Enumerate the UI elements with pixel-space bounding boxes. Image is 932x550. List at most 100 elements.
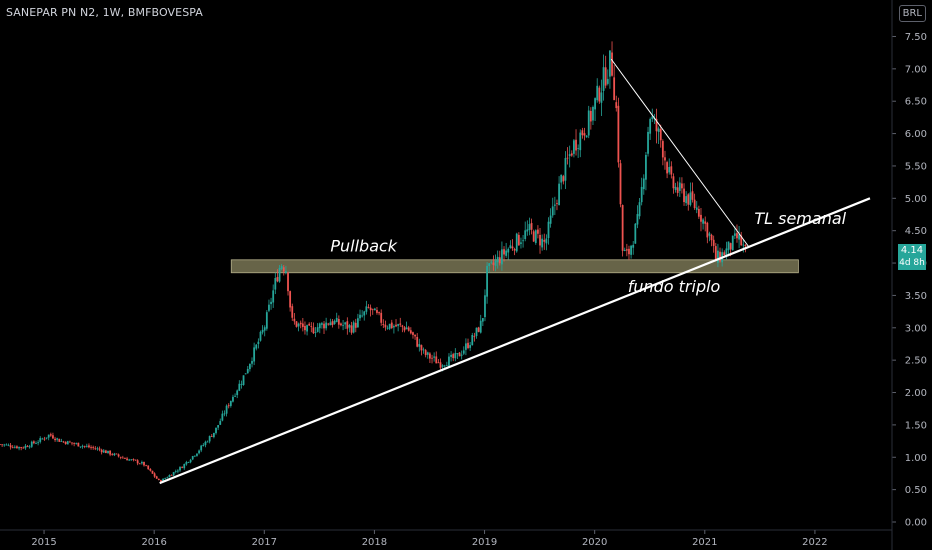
price-axis: 0.000.501.001.502.002.503.003.504.004.50… [891,0,927,550]
candle-body [157,478,160,481]
candle-body [365,306,368,312]
candle-body [100,449,103,453]
candle-body [634,223,637,244]
candle-body [647,131,649,154]
candle-body [420,345,423,351]
chart-title: SANEPAR PN N2, 1W, BMFBOVESPA [6,6,203,19]
candle-body [617,105,620,163]
candle-body [41,438,44,440]
candle-body [549,215,552,224]
candle-body [363,311,366,316]
candle-body [32,441,35,444]
candle-body [674,186,677,190]
candle-body [68,441,71,443]
candle-body [509,245,512,249]
candle-body [522,240,524,242]
candle-body [350,325,353,333]
candle-body [479,320,482,333]
candle-body [511,246,514,249]
candle-body [287,272,289,292]
candle-body [742,244,745,246]
candle-body [111,454,114,456]
candle-body [702,219,704,224]
candle-body [623,249,626,252]
candle-body [329,322,332,326]
candle-body [560,174,563,183]
candle-body [318,323,321,329]
candle-body [9,445,12,448]
candle-body [238,383,241,391]
candle-body [706,222,709,238]
candle-body [532,231,535,242]
candle-body [39,438,42,442]
candle-body [18,446,20,449]
candle-body [291,306,294,318]
candle-body [56,438,59,440]
candle-body [204,441,207,446]
candle-body [75,443,78,445]
candle-body [475,327,478,336]
candle-body [361,315,364,317]
candle-body [632,244,635,248]
candle-body [202,444,205,446]
currency-badge[interactable]: BRL [898,5,926,22]
candle-body [200,445,203,451]
candle-body [640,186,643,203]
candle-body [494,260,497,266]
candle-body [373,308,376,311]
candle-body [596,85,599,101]
candle-body [401,325,404,327]
pullback-zone [230,259,799,274]
time-axis: 2015 2016 2017 2018 2019 2020 2021 2022 [0,529,892,548]
candle-body [649,118,652,134]
candle-body [416,336,419,347]
x-tick-label: 2018 [362,537,387,548]
candle-body [119,456,122,458]
y-tick-label: 0.50 [905,485,927,496]
candle-body [719,251,721,262]
candle-body [104,450,107,454]
candle-body [259,331,262,341]
candle-body [573,140,575,154]
candle-body [710,234,713,241]
candle-body [248,363,251,370]
candle-body [265,312,268,329]
candle-body [645,154,647,180]
candle-body [670,166,673,175]
annotation-label: TL semanal [754,209,846,228]
candle-body [399,323,402,325]
candle-body [575,139,577,151]
candle-body [196,453,198,456]
candle-body [276,276,279,282]
candle-body [598,87,601,102]
candle-body [181,467,184,469]
candle-body [443,365,446,367]
candle-body [121,457,124,459]
candle-body [426,352,429,355]
candle-body [170,475,173,476]
candle-body [382,324,385,325]
candle-body [613,77,616,101]
y-tick-label: 6.00 [905,129,927,140]
candle-body [568,154,571,157]
candle-body [661,141,664,158]
candle-body [733,233,736,236]
candle-body [450,354,452,357]
candle-body [467,342,469,349]
candle-body [435,356,438,364]
candle-body [340,323,342,326]
candle-body [564,158,567,181]
candle-body [85,445,88,447]
candlestick-series [0,41,799,484]
candle-body [314,331,317,333]
candle-body [24,445,27,449]
candle-body [79,446,82,448]
candle-body [251,361,253,364]
candle-body [168,475,171,478]
candle-body [437,362,440,364]
candle-body [357,318,359,328]
candle-body [225,405,228,414]
candle-body [606,78,609,84]
candle-body [367,307,370,308]
candle-body [284,271,287,273]
